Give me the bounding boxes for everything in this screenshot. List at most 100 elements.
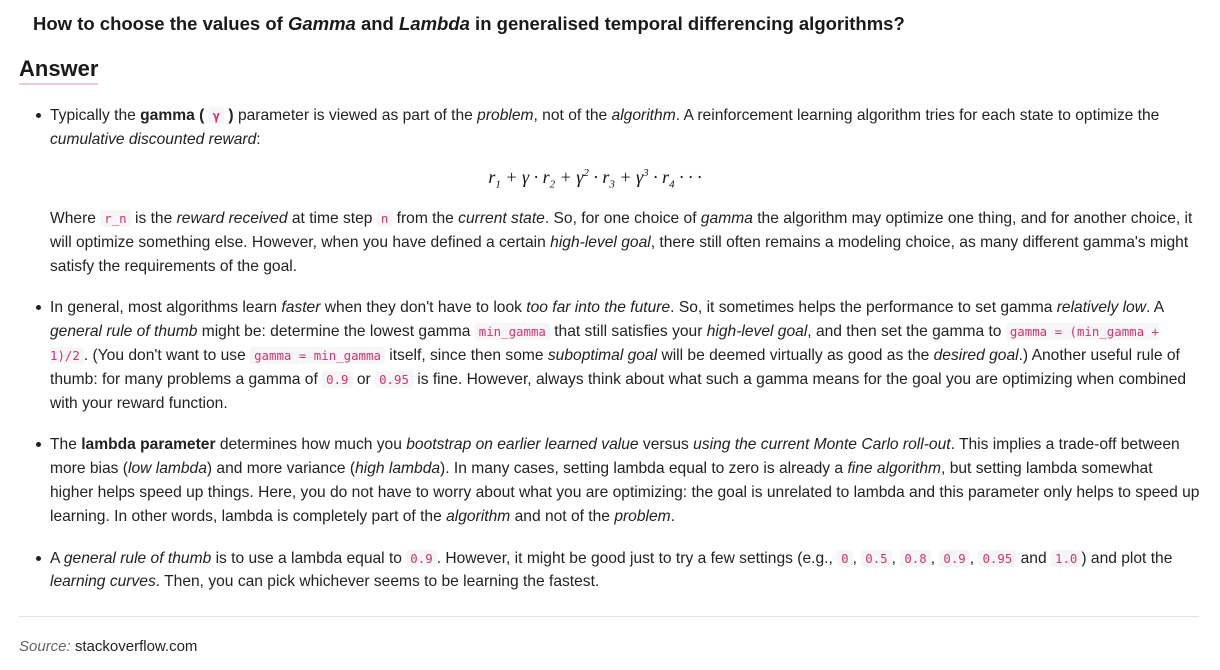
math-gamma: γ bbox=[636, 166, 644, 187]
em-relatively-low: relatively low bbox=[1056, 299, 1146, 317]
math-r: r bbox=[602, 166, 610, 187]
bullet-lambda-parameter: The lambda parameter determines how much… bbox=[36, 433, 1200, 528]
math-r: r bbox=[542, 166, 550, 187]
text: : bbox=[256, 130, 261, 148]
text: ) and plot the bbox=[1081, 549, 1173, 567]
em-suboptimal-goal: suboptimal goal bbox=[547, 346, 658, 364]
text: . (You don't want to use bbox=[83, 346, 251, 364]
code-0: 0 bbox=[837, 549, 853, 567]
text: .) Another useful rule of thumb: for man… bbox=[50, 346, 1180, 388]
em-low-lambda: low lambda bbox=[128, 460, 207, 478]
code-0-9: 0.9 bbox=[406, 549, 437, 567]
text: ). In many cases, setting lambda equal t… bbox=[440, 460, 848, 478]
text: and bbox=[1016, 549, 1051, 567]
em-high-lambda: high lambda bbox=[355, 460, 441, 478]
text: will be deemed virtually as good as the bbox=[657, 346, 934, 364]
text: . This implies a trade-off between more … bbox=[50, 436, 1180, 478]
em-faster: faster bbox=[281, 299, 321, 317]
bullet-gamma-rule: In general, most algorithms learn faster… bbox=[36, 296, 1200, 415]
em-learning-curves: learning curves bbox=[50, 573, 156, 591]
bullet-gamma-problem: Typically the gamma ( γ ) parameter is v… bbox=[36, 104, 1200, 278]
text: . So, it sometimes helps the performance… bbox=[670, 299, 1057, 317]
math-r: r bbox=[488, 166, 496, 187]
question-text: and bbox=[355, 13, 399, 34]
question-lambda: Lambda bbox=[398, 13, 470, 34]
em-general-rule: general rule of thumb bbox=[50, 323, 198, 341]
em-desired-goal: desired goal bbox=[933, 346, 1019, 364]
text: , not of the bbox=[533, 107, 612, 124]
math-r: r bbox=[662, 166, 670, 187]
answer-list: Typically the gamma ( γ ) parameter is v… bbox=[36, 104, 1200, 612]
em-reward-received: reward received bbox=[176, 209, 288, 227]
text: , and then set the gamma to bbox=[807, 323, 1006, 341]
text: A bbox=[50, 549, 64, 567]
question-title: How to choose the values of Gamma and La… bbox=[33, 13, 905, 35]
text: Typically the bbox=[50, 107, 141, 124]
code-0-5: 0.5 bbox=[861, 549, 892, 567]
text: . bbox=[670, 507, 675, 525]
code-n: n bbox=[376, 209, 393, 227]
text: itself, since then some bbox=[384, 346, 548, 364]
text: . However, it might be good just to try … bbox=[436, 549, 838, 567]
source-label: Source: bbox=[19, 638, 71, 655]
separator: , bbox=[969, 549, 979, 567]
text: and not of the bbox=[510, 507, 615, 525]
em-gamma: gamma bbox=[700, 209, 753, 227]
text: from the bbox=[392, 209, 459, 227]
text: . A reinforcement learning algorithm tri… bbox=[675, 107, 1160, 124]
gamma-bold: gamma ( γ ) bbox=[140, 107, 234, 124]
text: at time step bbox=[287, 209, 377, 227]
code-0-95: 0.95 bbox=[375, 370, 413, 388]
em-problem: problem bbox=[614, 507, 671, 525]
em-algorithm: algorithm bbox=[611, 107, 676, 124]
math-ellipsis: · · · bbox=[674, 166, 702, 187]
math-exponent: 2 bbox=[583, 166, 589, 179]
gamma-bold-text: gamma ( bbox=[140, 107, 209, 124]
gamma-bold-close: ) bbox=[224, 107, 234, 124]
em-fine-algorithm: fine algorithm bbox=[847, 460, 942, 478]
separator: , bbox=[930, 549, 940, 567]
math-dot: · bbox=[529, 166, 543, 187]
text: is the bbox=[130, 209, 177, 227]
code-r-n: r_n bbox=[100, 209, 131, 227]
math-gamma: γ bbox=[522, 166, 530, 187]
math-index: 1 bbox=[495, 178, 501, 191]
math-dot: · bbox=[588, 166, 603, 187]
separator: , bbox=[891, 549, 901, 567]
text: versus bbox=[638, 436, 694, 454]
bullet-lambda-rule: A general rule of thumb is to use a lamb… bbox=[36, 547, 1200, 595]
paragraph-where: Where r_n is the reward received at time… bbox=[50, 207, 1200, 278]
text: is to use a lambda equal to bbox=[211, 549, 407, 567]
code-0-95: 0.95 bbox=[978, 549, 1017, 567]
text: might be: determine the lowest gamma bbox=[197, 323, 475, 341]
text: parameter is viewed as part of the bbox=[233, 107, 478, 124]
text: is fine. However, always think about wha… bbox=[50, 370, 1187, 412]
text: when they don't have to look bbox=[320, 299, 527, 317]
em-monte-carlo: using the current Monte Carlo roll-out bbox=[693, 436, 951, 454]
reward-formula: r1 + γ · r2 + γ2 · r3 + γ3 · r4 · · · bbox=[50, 162, 1200, 197]
math-index: 4 bbox=[669, 178, 675, 191]
em-bootstrap: bootstrap on earlier learned value bbox=[406, 436, 639, 454]
text: . So, for one choice of bbox=[544, 209, 701, 227]
lambda-bold: lambda parameter bbox=[81, 436, 216, 454]
text: . Then, you can pick whichever seems to … bbox=[155, 573, 600, 591]
em-too-far: too far into the future bbox=[526, 299, 671, 317]
code-1-0: 1.0 bbox=[1050, 549, 1082, 567]
text: determines how much you bbox=[215, 436, 407, 454]
math-plus: + bbox=[555, 166, 577, 187]
em-algorithm: algorithm bbox=[446, 507, 511, 525]
text: the algorithm may optimize one thing, an… bbox=[50, 209, 1193, 251]
math-index: 2 bbox=[549, 178, 556, 191]
em-current-state: current state bbox=[458, 209, 545, 227]
math-gamma: γ bbox=[576, 166, 584, 187]
question-gamma: Gamma bbox=[287, 13, 356, 34]
text: In general, most algorithms learn bbox=[50, 299, 282, 317]
text: , there still often remains a modeling c… bbox=[50, 233, 1189, 275]
code-gamma-min: gamma = min_gamma bbox=[250, 346, 385, 364]
source-site: stackoverflow.com bbox=[74, 638, 198, 655]
em-cumulative-reward: cumulative discounted reward bbox=[50, 130, 257, 148]
text: that still satisfies your bbox=[549, 323, 707, 341]
math-dot: · bbox=[648, 166, 663, 187]
math-plus: + bbox=[614, 166, 637, 187]
question-text: How to choose the values of bbox=[33, 13, 288, 34]
